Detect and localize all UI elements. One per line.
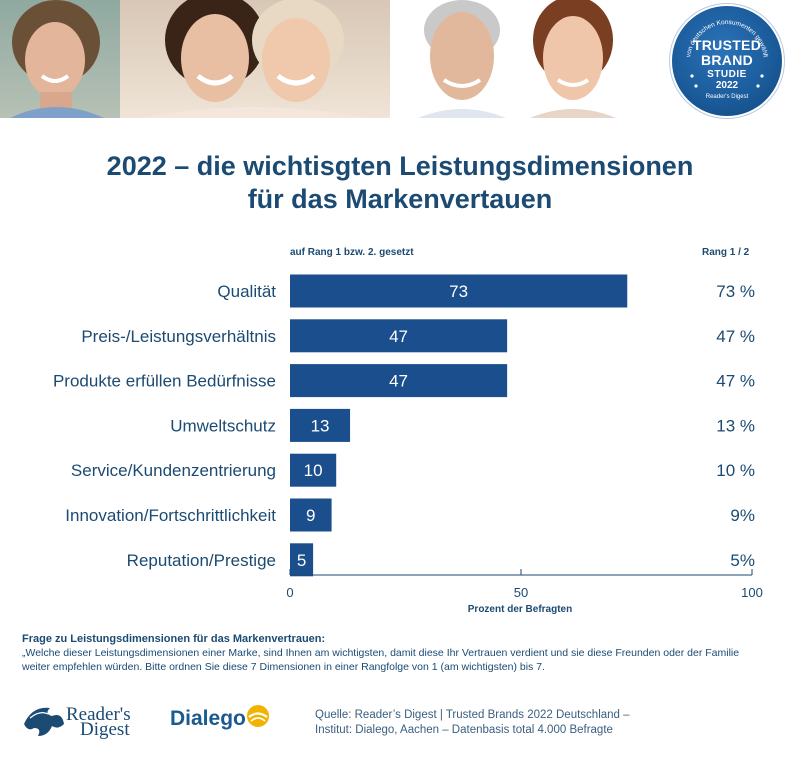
bar-value-label: 10 — [304, 461, 323, 480]
chart-subtitle-right: Rang 1 / 2 — [702, 247, 750, 258]
question-heading: Frage zu Leistungsdimensionen für das Ma… — [22, 633, 326, 645]
bar-value-label: 13 — [311, 416, 330, 435]
category-label: Service/Kundenzentrierung — [71, 461, 276, 480]
question-text: „Welche dieser Leistungsdimensionen eine… — [22, 646, 792, 674]
readers-digest-logo-line2: Digest — [80, 719, 130, 740]
percentage-label: 10 % — [716, 461, 755, 480]
category-label: Innovation/Fortschrittlichkeit — [65, 506, 276, 525]
bar-value-label: 73 — [449, 282, 468, 301]
readers-digest-pegasus-icon — [24, 707, 64, 736]
bar — [290, 498, 332, 532]
badge-year: 2022 — [715, 80, 739, 91]
category-label: Umweltschutz — [170, 416, 276, 435]
source-note: Quelle: Reader’s Digest | Trusted Brands… — [315, 708, 630, 738]
bar — [290, 319, 508, 353]
category-label: Produkte erfüllen Bedürfnisse — [53, 372, 276, 391]
page-title: 2022 – die wichtisgten Leistungsdimensio… — [0, 150, 800, 216]
header-photo-strip: von deutschen Konsumenten gewählt TRUSTE… — [0, 0, 800, 118]
chart-subtitle-left: auf Rang 1 bzw. 2. gesetzt — [290, 247, 414, 258]
badge-line-studie: STUDIE — [707, 69, 747, 80]
percentage-label: 47 % — [716, 372, 755, 391]
bars-layer: Qualität 73 73 % Preis-/Leistungsverhältnis… — [53, 274, 755, 577]
badge-publisher: Reader's Digest — [705, 94, 749, 100]
category-label: Reputation/Prestige — [127, 551, 276, 570]
portrait-photo-young-woman — [518, 0, 628, 118]
source-line-1: Quelle: Reader’s Digest | Trusted Brands… — [315, 709, 630, 721]
question-line-2: weiter empfehlen würden. Bitte ordnen Si… — [22, 661, 545, 673]
category-label: Qualität — [217, 282, 276, 301]
source-line-2: Institut: Dialego, Aachen – Datenbasis t… — [315, 724, 613, 736]
bar — [290, 453, 337, 487]
bar-value-label: 5 — [297, 551, 306, 570]
x-tick-label: 0 — [286, 585, 293, 600]
portrait-photo-two-women — [120, 0, 390, 118]
readers-digest-logo-line1: Reader's — [66, 704, 131, 725]
bar — [290, 543, 314, 577]
x-axis: 0 50 100 — [286, 569, 763, 600]
bar-chart: auf Rang 1 bzw. 2. gesetzt Rang 1 / 2 Qu… — [53, 247, 763, 615]
badge-line-trusted: TRUSTED — [692, 37, 762, 53]
percentage-label: 73 % — [716, 282, 755, 301]
percentage-label: 47 % — [716, 327, 755, 346]
bar — [290, 274, 628, 308]
badge-line-brand: BRAND — [700, 52, 754, 68]
percentage-label: 5% — [730, 551, 755, 570]
dialego-logo: Dialego — [170, 707, 246, 730]
title-line-1: 2022 – die wichtisgten Leistungsdimensio… — [106, 151, 694, 181]
survey-question: Frage zu Leistungsdimensionen für das Ma… — [22, 632, 792, 674]
question-line-1: „Welche dieser Leistungsdimensionen eine… — [22, 647, 740, 659]
bar — [290, 364, 508, 398]
dialego-sun-icon — [247, 705, 269, 727]
bar — [290, 408, 351, 442]
badge-arc-text: von deutschen Konsumenten gewählt — [685, 19, 769, 88]
x-axis-title: Prozent der Befragten — [468, 604, 572, 615]
x-tick-label: 100 — [741, 585, 763, 600]
percentage-label: 9% — [730, 506, 755, 525]
bar-value-label: 47 — [389, 327, 408, 346]
portrait-photo-older-man — [410, 0, 510, 118]
bar-value-label: 9 — [306, 506, 315, 525]
portrait-photo-woman-curly — [0, 0, 120, 118]
trusted-brand-badge: von deutschen Konsumenten gewählt TRUSTE… — [672, 6, 782, 116]
title-line-2: für das Markenvertauen — [247, 184, 553, 214]
category-label: Preis-/Leistungsverhältnis — [81, 327, 276, 346]
bar-value-label: 47 — [389, 372, 408, 391]
x-tick-label: 50 — [514, 585, 528, 600]
percentage-label: 13 % — [716, 416, 755, 435]
